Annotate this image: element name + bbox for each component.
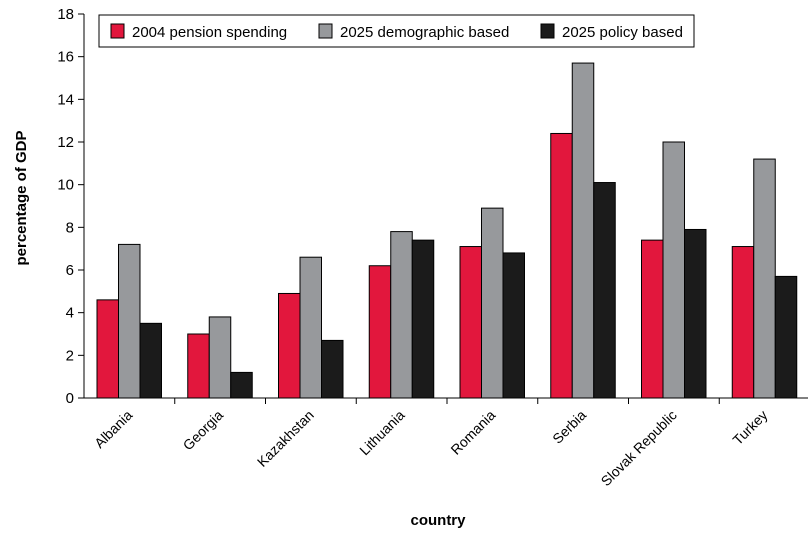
- y-tick-label: 12: [57, 134, 74, 151]
- bar: [641, 239, 664, 399]
- y-tick-label: 18: [57, 6, 74, 23]
- legend-swatch: [318, 23, 333, 39]
- bar: [550, 132, 573, 399]
- legend-swatch: [110, 23, 125, 39]
- bar: [96, 299, 119, 399]
- bar: [502, 252, 525, 399]
- x-axis: Albania Georgia Kazakhstan Lithuania Romania…: [84, 397, 808, 489]
- bar: [321, 339, 344, 399]
- bars-group: [96, 62, 798, 399]
- bar: [278, 292, 301, 399]
- bar: [593, 182, 616, 399]
- y-tick-label: 0: [66, 390, 74, 407]
- x-tick-label: Albania: [91, 407, 135, 451]
- x-tick-label: Slovak Republic: [598, 407, 680, 489]
- y-tick-label: 2: [66, 347, 74, 364]
- bar: [139, 322, 162, 399]
- x-tick-label: Romania: [447, 407, 498, 458]
- bar: [230, 371, 253, 399]
- y-axis: 0 2 4 6 8 10 12 14 16 18: [57, 6, 85, 407]
- bar: [459, 246, 482, 399]
- x-tick-label: Georgia: [180, 407, 227, 454]
- legend-label: 2004 pension spending: [132, 24, 287, 41]
- bar: [299, 256, 322, 399]
- bar: [118, 243, 141, 399]
- y-axis-title: percentage of GDP: [13, 130, 30, 265]
- bar: [187, 333, 210, 399]
- bar: [208, 316, 232, 399]
- legend-label: 2025 policy based: [562, 24, 683, 41]
- bar: [390, 231, 413, 399]
- legend: 2004 pension spending 2025 demographic ba…: [98, 14, 695, 48]
- bar: [481, 207, 504, 399]
- x-tick-label: Turkey: [729, 407, 770, 448]
- y-tick-label: 4: [66, 305, 74, 322]
- bar: [571, 62, 595, 399]
- x-tick-label: Lithuania: [356, 407, 408, 459]
- bar: [411, 239, 435, 399]
- x-tick-label: Kazakhstan: [254, 407, 317, 470]
- legend-box: [98, 14, 695, 48]
- y-tick-label: 16: [57, 49, 74, 66]
- bar: [662, 141, 685, 399]
- y-tick-label: 8: [66, 219, 74, 236]
- bar: [684, 228, 707, 399]
- legend-label: 2025 demographic based: [340, 24, 509, 41]
- y-tick-label: 10: [57, 177, 74, 194]
- bar: [731, 246, 755, 399]
- bar: [774, 275, 798, 399]
- x-tick-label: Serbia: [549, 407, 589, 447]
- bar: [368, 265, 392, 399]
- y-tick-label: 14: [57, 91, 74, 108]
- bar: [753, 158, 776, 399]
- legend-swatch: [540, 23, 555, 39]
- y-tick-label: 6: [66, 262, 74, 279]
- x-axis-title: country: [410, 512, 466, 529]
